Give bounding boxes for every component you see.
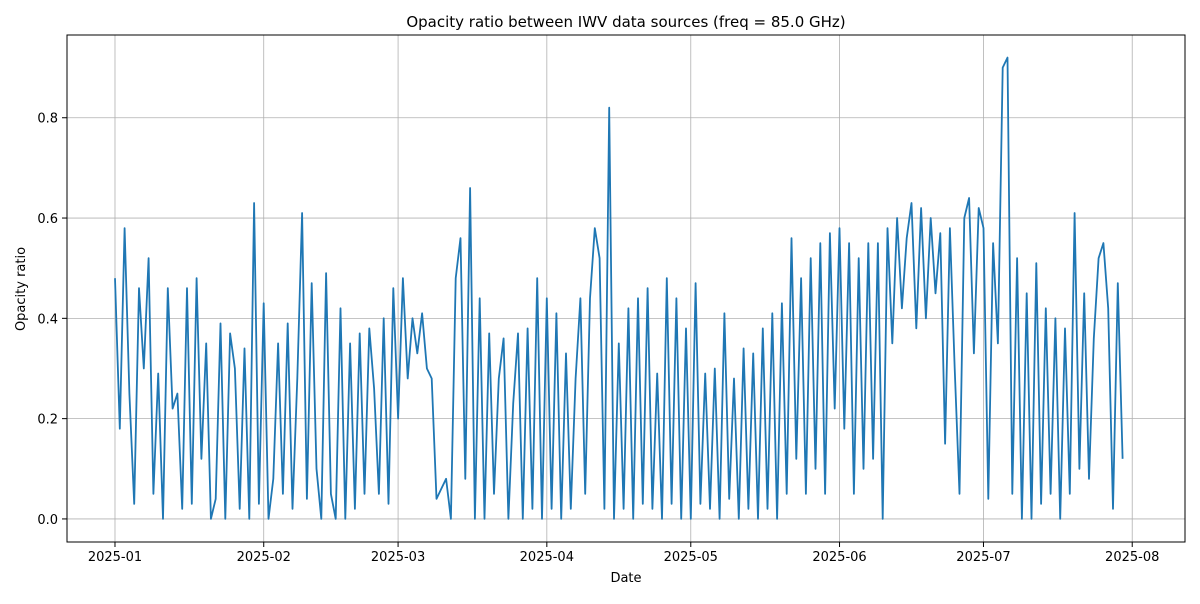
x-tick-label: 2025-03 [371,550,425,565]
x-tick-label: 2025-07 [956,550,1010,565]
series-line [114,56,1124,520]
y-axis-label: Opacity ratio [14,247,29,331]
x-axis-ticks: 2025-01 2025-02 2025-03 2025-04 2025-05 2025-… [88,542,1159,565]
x-tick-label: 2025-04 [520,550,574,565]
y-tick-label: 0.4 [37,312,58,327]
x-tick-label: 2025-08 [1105,550,1159,565]
y-tick-label: 0.0 [37,513,58,528]
chart-title: Opacity ratio between IWV data sources (… [406,13,845,31]
x-tick-label: 2025-06 [812,550,866,565]
y-tick-label: 0.6 [37,212,58,227]
x-tick-label: 2025-05 [664,550,718,565]
plot-frame [66,34,1186,543]
y-tick-label: 0.2 [37,413,58,428]
x-tick-label: 2025-02 [237,550,291,565]
y-tick-label: 0.8 [37,112,58,127]
x-tick-label: 2025-01 [88,550,142,565]
series-layer [114,56,1124,520]
x-axis-label: Date [610,571,641,586]
y-axis-ticks: 0.0 0.2 0.4 0.6 0.8 [37,112,67,528]
